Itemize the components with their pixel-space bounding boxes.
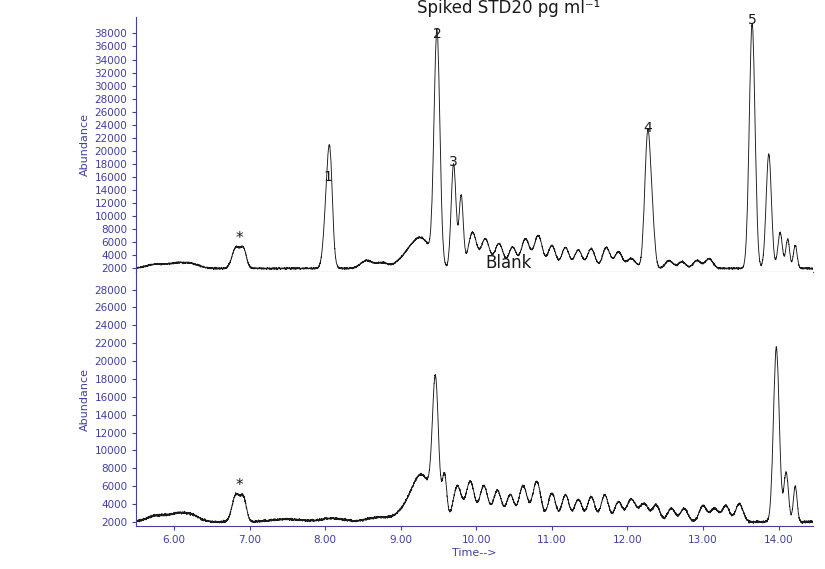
Text: 3: 3 xyxy=(450,155,458,169)
Title: Blank: Blank xyxy=(485,254,531,271)
Text: 4: 4 xyxy=(644,121,653,135)
Text: 1: 1 xyxy=(323,170,332,184)
X-axis label: Time-->: Time--> xyxy=(452,548,497,558)
Text: 2: 2 xyxy=(432,27,441,41)
Text: *: * xyxy=(236,231,243,246)
Y-axis label: Abundance: Abundance xyxy=(80,113,90,176)
Title: Spiked STD20 pg ml⁻¹: Spiked STD20 pg ml⁻¹ xyxy=(417,0,600,17)
Y-axis label: Abundance: Abundance xyxy=(80,368,90,431)
Text: 5: 5 xyxy=(747,13,757,27)
Text: *: * xyxy=(236,479,243,493)
